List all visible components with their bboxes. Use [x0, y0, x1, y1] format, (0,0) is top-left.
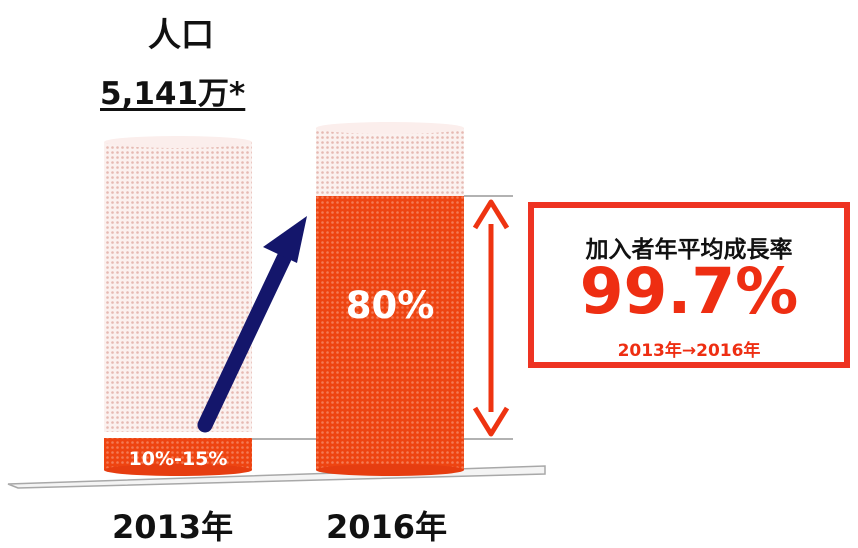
bar-2013-base	[104, 464, 252, 476]
category-label-2016: 2016年	[326, 508, 448, 546]
double-arrow-icon	[472, 199, 510, 437]
bar-2013-cap	[104, 136, 252, 148]
growth-rate-value: 99.7%	[579, 255, 799, 328]
bar-2016-cap	[316, 122, 464, 134]
category-label-2013: 2013年	[112, 508, 234, 546]
population-title: 人口	[148, 15, 214, 54]
bar-2016-value-label: 80%	[346, 284, 435, 327]
bar-2016-fill	[316, 196, 464, 470]
bar-2016: 80%	[316, 122, 464, 476]
bar-2016-pale	[316, 128, 464, 196]
growth-rate-period: 2013年→2016年	[617, 341, 761, 361]
population-value: 5,141万*	[100, 76, 246, 112]
growth-rate-title: 加入者年平均成長率	[585, 237, 793, 263]
bar-2016-base	[316, 464, 464, 476]
bar-2013-value-label: 10%-15%	[129, 448, 228, 470]
floor-plane	[7, 465, 546, 489]
bar-2013: 10%-15%	[104, 136, 252, 476]
growth-rate-box: 加入者年平均成長率 99.7% 2013年→2016年	[528, 202, 850, 368]
growth-arrow-icon	[197, 216, 307, 433]
